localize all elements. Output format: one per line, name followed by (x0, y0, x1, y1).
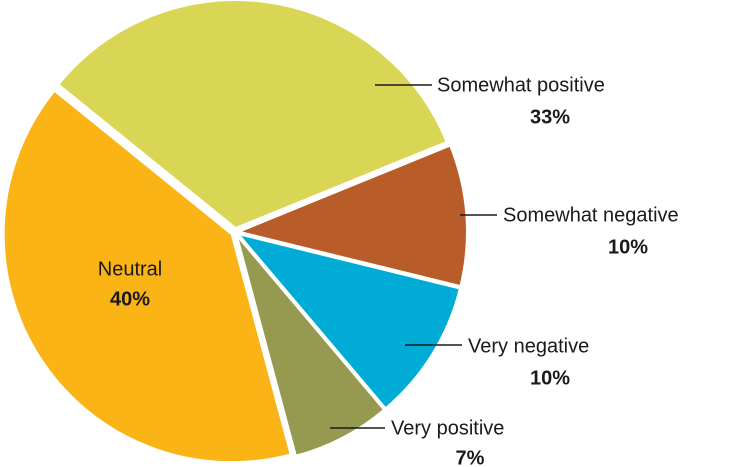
pie-slice (235, 232, 462, 410)
slice-value: 7% (456, 447, 485, 467)
slice-label: Somewhat negative (503, 204, 679, 226)
pie-slice (56, 0, 448, 230)
slice-value: 10% (530, 367, 570, 389)
slice-value: 40% (110, 288, 150, 310)
slice-value: 33% (530, 106, 570, 128)
slice-label: Very positive (391, 417, 504, 439)
slice-label: Neutral (98, 258, 162, 280)
slice-label: Very negative (468, 335, 589, 357)
slice-value: 10% (608, 236, 648, 258)
pie-slice (2, 89, 292, 464)
pie-slice (235, 234, 386, 458)
slice-label: Somewhat positive (437, 74, 605, 96)
